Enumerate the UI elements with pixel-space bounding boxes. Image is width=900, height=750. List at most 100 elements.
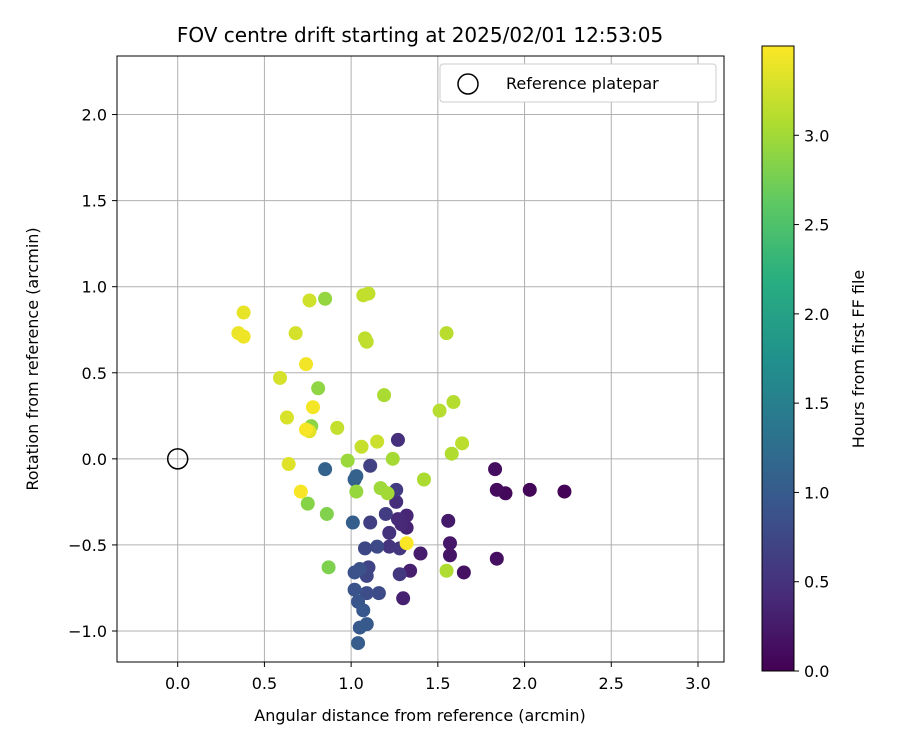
data-point [281, 457, 296, 472]
data-point [305, 400, 320, 415]
data-point [279, 410, 294, 425]
colorbar-frame [761, 45, 795, 672]
data-point [396, 591, 411, 606]
data-point [347, 565, 362, 580]
colorbar-tick-label: 2.5 [804, 216, 829, 235]
data-point [345, 515, 360, 530]
data-point [236, 305, 251, 320]
data-point [455, 436, 470, 451]
y-tick-label: −1.0 [68, 622, 107, 641]
data-point [439, 563, 454, 578]
data-point [371, 586, 386, 601]
data-point [311, 381, 326, 396]
colorbar-tick-label: 1.0 [804, 483, 829, 502]
data-point [302, 293, 317, 308]
data-point [330, 420, 345, 435]
data-point [288, 326, 303, 341]
data-point [273, 370, 288, 385]
data-point [378, 506, 393, 521]
y-axis-ticks: −1.0 −0.5 0.0 0.5 1.0 1.5 2.0 [68, 106, 117, 641]
data-point [456, 565, 471, 580]
data-point [370, 539, 385, 554]
x-tick-label: 0.0 [165, 674, 190, 693]
data-point [358, 541, 373, 556]
data-point [399, 536, 414, 551]
x-tick-label: 2.0 [512, 674, 537, 693]
data-point [352, 620, 367, 635]
legend-marker [457, 73, 479, 95]
data-point [441, 513, 456, 528]
data-point [382, 525, 397, 540]
plot-frame [116, 55, 725, 663]
data-point [321, 560, 336, 575]
data-point [382, 539, 397, 554]
data-point [319, 506, 334, 521]
data-point [446, 395, 461, 410]
reference-marker [166, 448, 189, 470]
legend-box [439, 63, 717, 103]
data-point [413, 546, 428, 561]
data-point [444, 446, 459, 461]
data-point [363, 458, 378, 473]
data-point [356, 603, 371, 618]
data-point [318, 462, 333, 477]
data-point [432, 403, 447, 418]
data-point [300, 496, 315, 511]
y-axis-label: Rotation from reference (arcmin) [23, 227, 42, 490]
data-point [359, 586, 374, 601]
data-point [389, 494, 404, 509]
data-point [522, 482, 537, 497]
data-point [380, 486, 395, 501]
data-point [377, 388, 392, 403]
colorbar: 0.0 0.5 1.0 1.5 2.0 2.5 3.0 Hours from first F… [761, 45, 868, 681]
data-point [392, 567, 407, 582]
colorbar-tick-label: 0.5 [804, 573, 829, 592]
data-point [347, 582, 362, 597]
data-point [318, 291, 333, 306]
grid-lines [117, 56, 724, 662]
data-point [390, 432, 405, 447]
legend: Reference platepar [439, 63, 717, 103]
data-point [349, 469, 364, 484]
x-tick-label: 1.0 [338, 674, 363, 693]
data-point [299, 422, 314, 437]
x-axis-label: Angular distance from reference (arcmin) [254, 706, 585, 725]
y-tick-label: 1.5 [82, 192, 107, 211]
legend-entry-label: Reference platepar [506, 74, 659, 93]
data-point [299, 357, 314, 372]
x-tick-label: 1.5 [425, 674, 450, 693]
data-point [489, 482, 504, 497]
colorbar-label: Hours from first FF file [849, 270, 868, 449]
x-tick-label: 2.5 [599, 674, 624, 693]
data-point [359, 334, 374, 349]
data-point [442, 536, 457, 551]
colorbar-tick-label: 3.0 [804, 126, 829, 145]
x-tick-label: 0.5 [252, 674, 277, 693]
data-point [439, 326, 454, 341]
data-point [557, 484, 572, 499]
colorbar-ticks: 0.0 0.5 1.0 1.5 2.0 2.5 3.0 [794, 126, 829, 681]
data-point [356, 288, 371, 303]
colorbar-tick-label: 1.5 [804, 394, 829, 413]
data-point [488, 462, 503, 477]
x-axis-ticks: 0.0 0.5 1.0 1.5 2.0 2.5 3.0 [165, 662, 711, 693]
y-tick-label: 1.0 [82, 278, 107, 297]
y-tick-label: −0.5 [68, 536, 107, 555]
data-point [390, 512, 405, 527]
data-point [370, 434, 385, 449]
data-point [416, 472, 431, 487]
chart-title: FOV centre drift starting at 2025/02/01 … [177, 23, 663, 47]
data-point [354, 439, 369, 454]
y-tick-label: 2.0 [82, 106, 107, 125]
y-tick-label: 0.0 [82, 450, 107, 469]
y-tick-label: 0.5 [82, 364, 107, 383]
data-point [351, 636, 366, 651]
colorbar-tick-label: 0.0 [804, 662, 829, 681]
data-point [363, 515, 378, 530]
data-point [442, 548, 457, 563]
data-point [340, 453, 355, 468]
data-point [236, 329, 251, 344]
colorbar-tick-label: 2.0 [804, 305, 829, 324]
data-points [231, 286, 572, 651]
